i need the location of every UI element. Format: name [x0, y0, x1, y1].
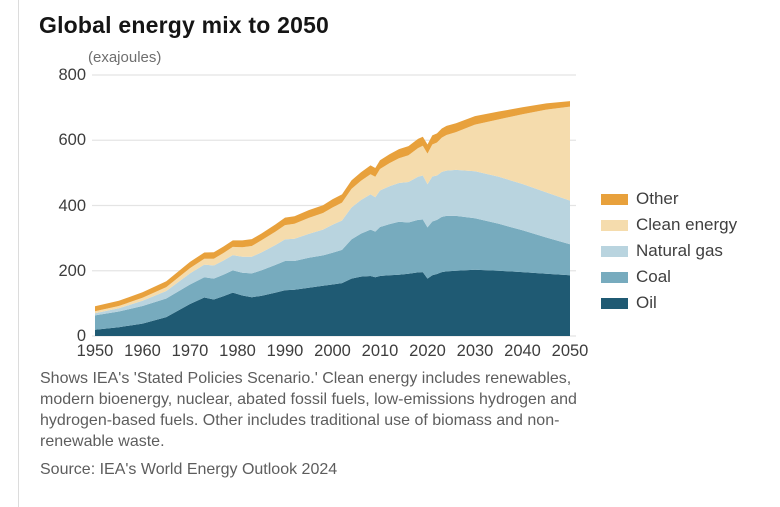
area-coal	[95, 215, 570, 330]
y-axis-unit-label: (exajoules)	[88, 49, 162, 66]
x-tick-label: 2000	[314, 342, 351, 360]
area-oil	[95, 269, 570, 336]
y-tick-label: 200	[58, 261, 86, 280]
y-tick-label: 600	[58, 131, 86, 150]
legend-item-clean-energy: Clean energy	[601, 212, 737, 238]
legend-swatch	[601, 219, 628, 231]
y-tick-label: 800	[58, 66, 86, 84]
legend-item-other: Other	[601, 186, 737, 212]
legend-label: Natural gas	[636, 241, 723, 260]
legend-label: Other	[636, 189, 679, 208]
legend-swatch	[601, 245, 628, 257]
x-tick-label: 1980	[219, 342, 256, 360]
legend-label: Oil	[636, 293, 657, 312]
legend-item-natural-gas: Natural gas	[601, 238, 737, 264]
x-tick-label: 1970	[171, 342, 209, 360]
x-tick-label: 2050	[551, 342, 589, 360]
x-tick-label: 2010	[361, 342, 399, 360]
legend-item-coal: Coal	[601, 264, 737, 290]
x-tick-label: 1950	[76, 342, 114, 360]
chart-legend: Other Clean energy Natural gas Coal Oil	[601, 186, 737, 316]
legend-swatch	[601, 271, 628, 283]
x-tick-label: 2040	[504, 342, 541, 360]
legend-label: Clean energy	[636, 215, 738, 234]
legend-swatch	[601, 193, 628, 205]
x-tick-label: 2020	[409, 342, 446, 360]
x-tick-label: 1960	[124, 342, 161, 360]
chart-footnote: Shows IEA's 'Stated Policies Scenario.' …	[40, 370, 577, 450]
y-tick-label: 400	[58, 196, 86, 215]
y-tick-label: 0	[76, 327, 86, 345]
x-tick-label: 1990	[266, 342, 304, 360]
legend-label: Coal	[636, 267, 671, 286]
area-other	[95, 101, 570, 312]
x-tick-label: 2030	[456, 342, 494, 360]
page-left-divider	[18, 0, 19, 507]
area-natural-gas	[95, 169, 570, 316]
chart-source: Source: IEA's World Energy Outlook 2024	[40, 461, 338, 478]
legend-item-oil: Oil	[601, 290, 737, 316]
area-clean-energy	[95, 106, 570, 314]
legend-swatch	[601, 297, 628, 309]
chart-title: Global energy mix to 2050	[39, 12, 330, 38]
